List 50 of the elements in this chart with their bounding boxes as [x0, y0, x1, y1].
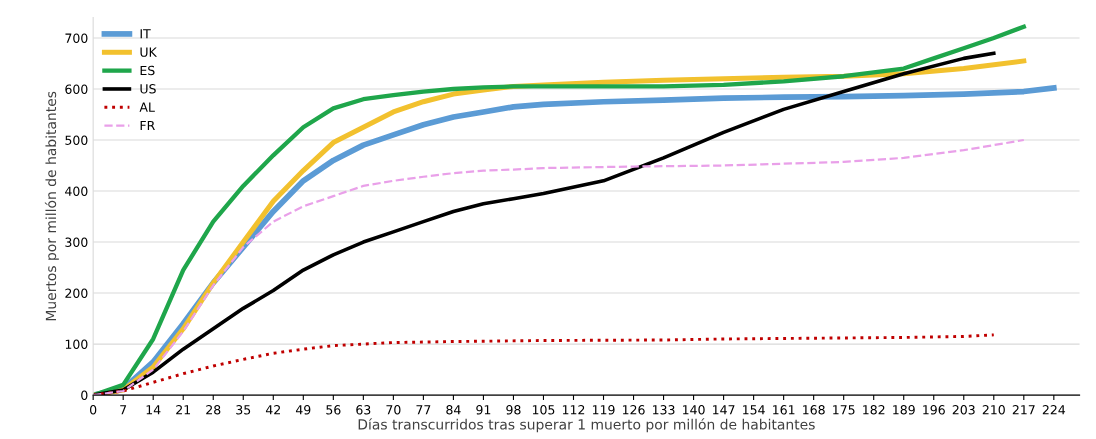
x-tick-label: 0 — [90, 405, 97, 415]
x-tick-label: 168 — [803, 405, 825, 415]
x-tick-label: 203 — [952, 405, 975, 415]
x-tick-label: 161 — [773, 405, 795, 415]
x-tick-label: 98 — [506, 405, 521, 415]
x-tick-label: 147 — [713, 405, 735, 415]
x-axis-title: Días transcurridos tras superar 1 muerto por millón de habitantes — [358, 418, 815, 433]
x-tick-label: 182 — [863, 405, 885, 415]
y-tick-label: 0 — [81, 390, 88, 401]
y-axis-title: Muertos por millón de habitantes — [44, 91, 59, 321]
x-tick-label: 28 — [206, 405, 221, 415]
legend-label: ES — [140, 65, 155, 76]
x-tick-label: 56 — [326, 405, 341, 415]
y-tick-label: 400 — [65, 186, 88, 196]
x-tick-label: 217 — [1012, 405, 1035, 415]
x-tick-label: 21 — [176, 405, 191, 415]
x-tick-label: 49 — [295, 405, 311, 415]
x-tick-label: 112 — [562, 405, 585, 415]
x-tick-label: 196 — [923, 405, 945, 415]
legend-label: US — [140, 84, 156, 94]
x-tick-label: 210 — [982, 405, 1005, 415]
x-tick-label: 189 — [893, 405, 915, 415]
x-tick-label: 105 — [532, 405, 555, 415]
x-tick-label: 126 — [622, 405, 645, 415]
x-tick-label: 42 — [265, 405, 280, 415]
x-tick-label: 70 — [386, 405, 401, 415]
x-tick-label: 35 — [236, 405, 251, 415]
x-tick-label: 14 — [146, 405, 161, 415]
y-tick-label: 100 — [65, 339, 88, 350]
x-tick-label: 154 — [743, 405, 765, 415]
x-tick-label: 175 — [833, 405, 855, 415]
x-tick-label: 7 — [120, 405, 127, 415]
y-tick-label: 500 — [65, 135, 88, 145]
y-tick-label: 600 — [65, 84, 88, 94]
y-tick-label: 200 — [65, 288, 88, 298]
x-tick-label: 84 — [446, 405, 461, 415]
x-tick-label: 119 — [592, 405, 615, 415]
x-tick-label: 133 — [653, 405, 675, 415]
x-tick-label: 63 — [356, 405, 371, 415]
y-tick-label: 300 — [65, 237, 88, 247]
legend-label: UK — [140, 47, 158, 57]
line-series — [93, 333, 996, 396]
x-tick-label: 77 — [416, 405, 431, 415]
legend-label: AL — [139, 102, 155, 112]
x-tick-label: 91 — [476, 405, 491, 415]
y-tick-label: 700 — [65, 33, 88, 43]
x-tick-label: 224 — [1042, 405, 1066, 415]
x-tick-label: 140 — [683, 405, 705, 415]
legend-label: IT — [140, 29, 151, 39]
legend-label: FR — [140, 120, 155, 131]
